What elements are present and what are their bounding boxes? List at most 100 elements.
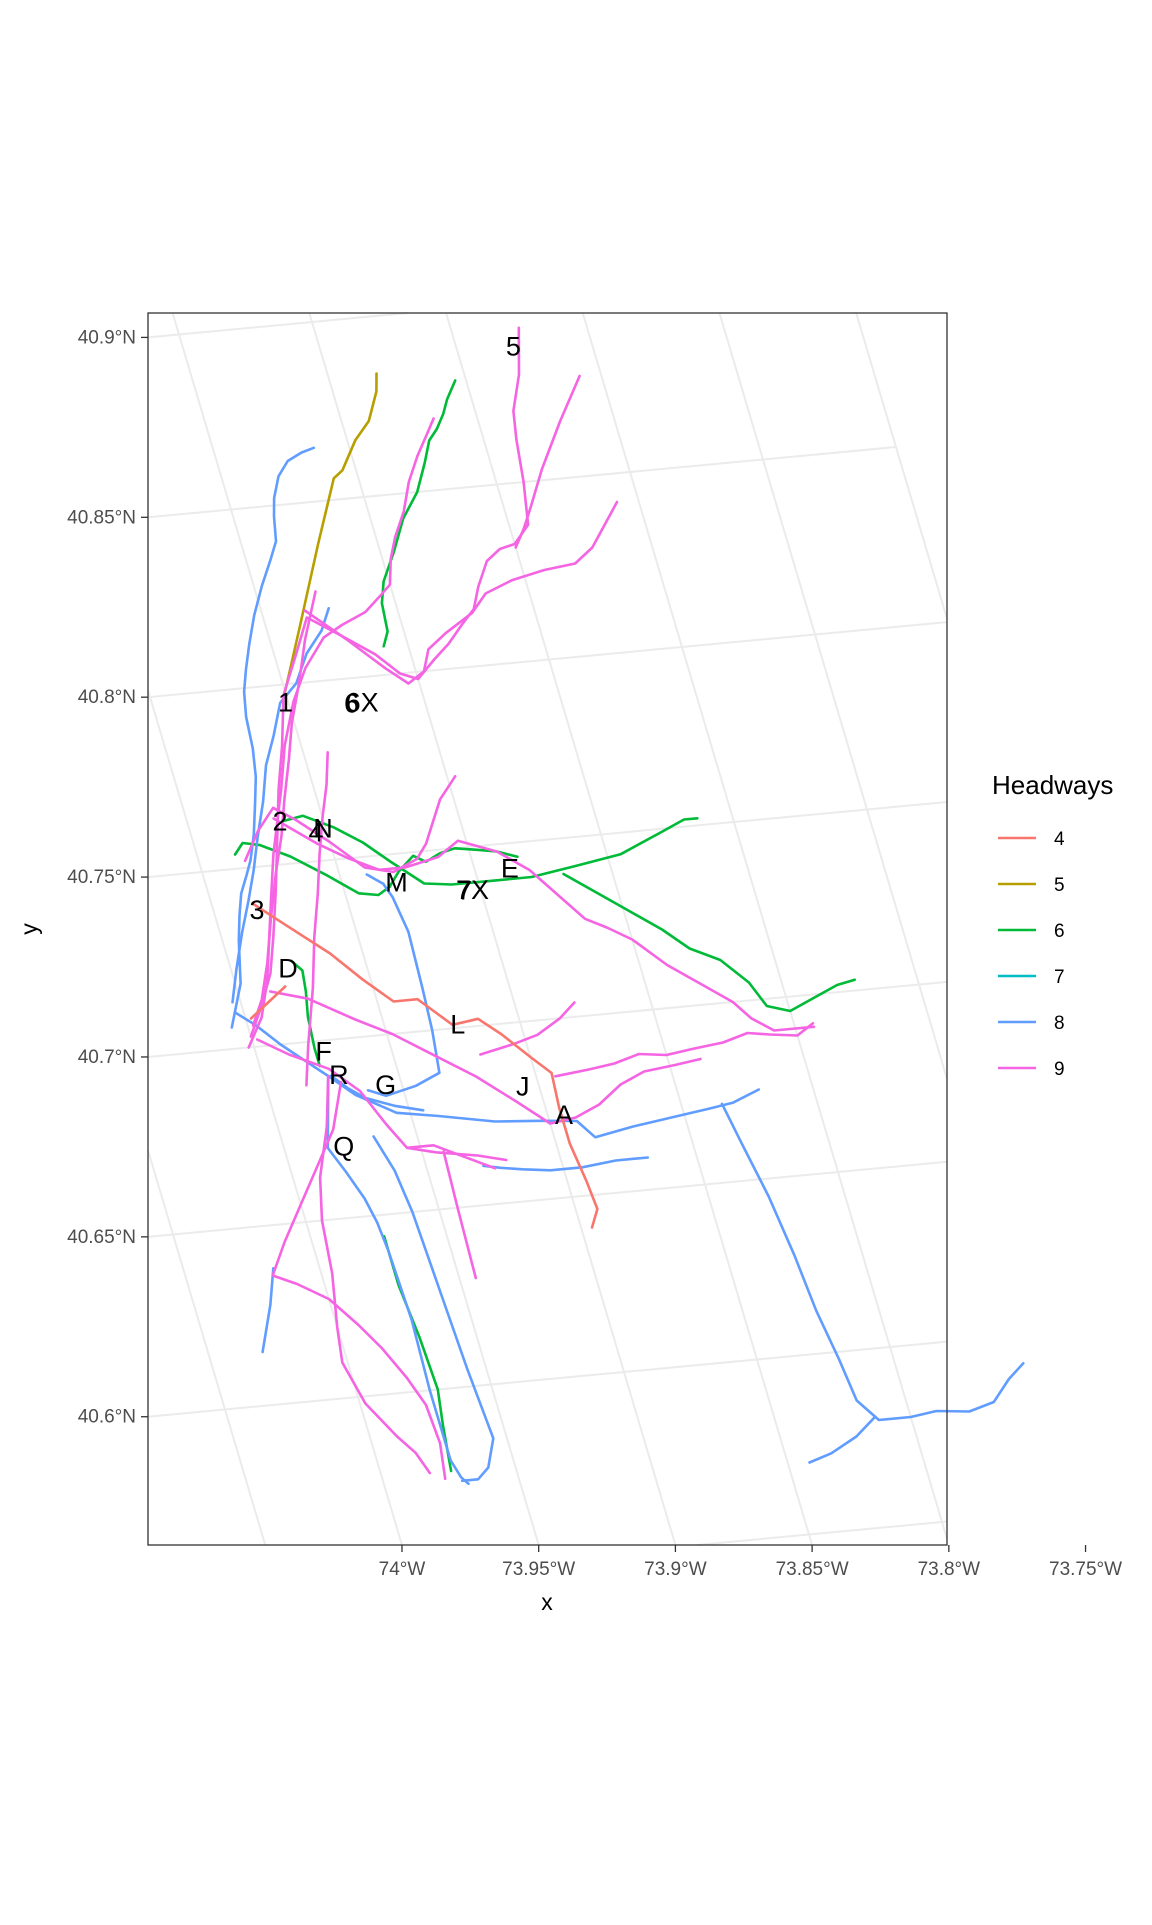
x-axis-title: x xyxy=(541,1589,553,1615)
route-label: Q xyxy=(333,1132,354,1162)
route-line-headway-8 xyxy=(365,873,441,1098)
meridian-line xyxy=(445,312,814,1546)
graticule xyxy=(147,312,948,1546)
route-label: N xyxy=(313,813,333,843)
legend-label: 7 xyxy=(1054,967,1065,988)
legend-label: 4 xyxy=(1054,829,1065,850)
y-axis-ticks: 40.9°N 40.85°N 40.8°N 40.75°N 40.7°N 40.65°N 4… xyxy=(67,327,148,1428)
parallel-line xyxy=(697,1520,948,1546)
route-line-headway-9 xyxy=(272,817,816,1032)
route-label: 4 xyxy=(309,818,324,848)
route-line-headway-9 xyxy=(554,1022,815,1078)
panel-border xyxy=(147,312,948,1546)
route-line-headway-9 xyxy=(255,1038,508,1162)
route-line-headway-9 xyxy=(318,1074,432,1475)
route-label: G xyxy=(375,1070,396,1100)
route-line-headway-9 xyxy=(305,751,329,1087)
y-axis-title: y xyxy=(16,923,42,935)
y-tick-label: 40.85°N xyxy=(67,507,136,528)
route-line-headway-6 xyxy=(380,379,457,648)
route-line-headway-4 xyxy=(249,985,287,1020)
route-label: 5 xyxy=(506,331,521,361)
x-axis-ticks: 74°W 73.95°W 73.9°W 73.85°W 73.8°W 73.75°W xyxy=(379,1545,1122,1580)
route-line-headway-9 xyxy=(303,500,619,685)
x-tick-label: 73.75°W xyxy=(1049,1559,1122,1580)
meridian-line xyxy=(581,312,948,1540)
route-line-headway-6 xyxy=(281,814,699,886)
parallel-line xyxy=(147,621,948,699)
x-tick-label: 73.95°W xyxy=(502,1559,575,1580)
route-line-headway-9 xyxy=(271,1274,447,1481)
route-label: D xyxy=(278,953,298,983)
route-label: R xyxy=(329,1060,349,1090)
y-tick-label: 40.7°N xyxy=(78,1047,136,1068)
parallel-line xyxy=(147,1340,948,1418)
route-label: L xyxy=(450,1009,465,1039)
parallel-line xyxy=(147,1160,948,1238)
legend-label: 6 xyxy=(1054,921,1065,942)
route-line-headway-9 xyxy=(251,590,317,1027)
route-line-headway-9 xyxy=(514,374,581,549)
route-line-headway-6 xyxy=(290,959,322,1068)
legend: Headways 4 5 6 7 8 9 xyxy=(992,770,1113,1080)
route-label: 3 xyxy=(250,895,265,925)
legend-label: 5 xyxy=(1054,875,1065,896)
route-label: 6X xyxy=(346,687,379,717)
parallel-line xyxy=(147,800,948,879)
route-line-headway-9 xyxy=(442,1150,478,1280)
y-tick-label: 40.75°N xyxy=(67,867,136,888)
parallel-line xyxy=(147,446,897,519)
y-tick-label: 40.65°N xyxy=(67,1227,136,1248)
x-tick-label: 73.85°W xyxy=(776,1559,849,1580)
route-label: 7 xyxy=(457,876,472,906)
meridian-line xyxy=(147,689,403,1546)
route-line-headway-8 xyxy=(482,1156,650,1172)
y-tick-label: 40.6°N xyxy=(78,1407,136,1428)
legend-items: 4 5 6 7 8 9 xyxy=(998,829,1065,1080)
route-label: 6 xyxy=(344,688,359,718)
meridian-line xyxy=(718,312,948,1080)
route-lines xyxy=(230,326,1025,1486)
y-tick-label: 40.8°N xyxy=(78,687,136,708)
route-line-headway-9 xyxy=(269,990,702,1125)
route-label: F xyxy=(315,1036,332,1066)
route-line-headway-8 xyxy=(261,1267,275,1354)
route-line-headway-8 xyxy=(230,446,316,1029)
x-tick-label: 74°W xyxy=(379,1559,426,1580)
meridian-line xyxy=(147,1150,267,1546)
route-label: E xyxy=(501,853,519,883)
meridian-line xyxy=(855,312,948,619)
legend-label: 9 xyxy=(1054,1059,1065,1080)
parallel-line xyxy=(147,312,408,339)
y-tick-label: 40.9°N xyxy=(78,327,136,348)
route-line-headway-9 xyxy=(249,326,530,1038)
route-line-headway-4 xyxy=(251,902,599,1229)
route-label: 2 xyxy=(272,807,287,837)
route-line-headway-6 xyxy=(562,872,856,1013)
route-line-headway-8 xyxy=(720,1102,1025,1422)
route-label: M xyxy=(385,868,408,898)
route-label: J xyxy=(516,1072,530,1102)
route-label: 7X xyxy=(456,875,489,905)
panel-background xyxy=(148,313,947,1545)
x-tick-label: 73.8°W xyxy=(918,1559,981,1580)
route-line-headway-8 xyxy=(808,1415,877,1464)
route-line-headway-8 xyxy=(234,1011,761,1139)
route-line-headway-9 xyxy=(271,1080,343,1277)
route-label: A xyxy=(555,1100,573,1130)
route-line-headway-9 xyxy=(405,1144,497,1170)
route-label: 1 xyxy=(278,687,293,717)
route-line-headway-8 xyxy=(231,607,330,1004)
x-tick-label: 73.9°W xyxy=(644,1559,707,1580)
route-line-headway-5 xyxy=(283,372,378,693)
meridian-line xyxy=(308,312,677,1546)
legend-label: 8 xyxy=(1054,1013,1065,1034)
route-line-headway-9 xyxy=(479,1001,576,1056)
legend-title: Headways xyxy=(992,770,1113,800)
route-line-headway-8 xyxy=(372,1135,495,1483)
route-line-headway-9 xyxy=(243,775,457,874)
meridian-line xyxy=(171,312,540,1546)
